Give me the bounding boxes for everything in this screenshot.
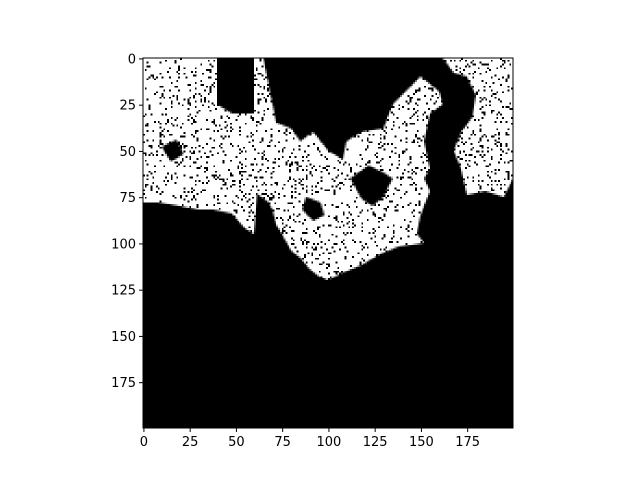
heatmap-cells <box>143 58 513 428</box>
x-tick-label: 0 <box>140 435 148 450</box>
axes-frame <box>142 57 514 429</box>
heatmap-image <box>143 58 513 428</box>
y-tick-label: 75 <box>119 191 136 206</box>
y-tick-label: 25 <box>119 99 136 114</box>
x-tick-label: 125 <box>363 435 388 450</box>
x-tick-label: 100 <box>317 435 342 450</box>
x-tick-label: 175 <box>455 435 480 450</box>
y-axis: 0 25 50 75 100 125 150 175 <box>111 52 143 391</box>
y-tick-label: 50 <box>119 145 136 160</box>
x-tick-label: 25 <box>182 435 199 450</box>
x-tick-label: 150 <box>409 435 434 450</box>
x-tick-label: 50 <box>228 435 245 450</box>
y-tick-label: 175 <box>111 376 136 391</box>
x-tick-label: 75 <box>274 435 291 450</box>
y-tick-label: 150 <box>111 330 136 345</box>
y-tick-label: 100 <box>111 237 136 252</box>
y-tick-label: 0 <box>128 52 136 67</box>
y-tick-label: 125 <box>111 284 136 299</box>
x-axis: 0 25 50 75 100 125 150 175 <box>140 428 480 450</box>
